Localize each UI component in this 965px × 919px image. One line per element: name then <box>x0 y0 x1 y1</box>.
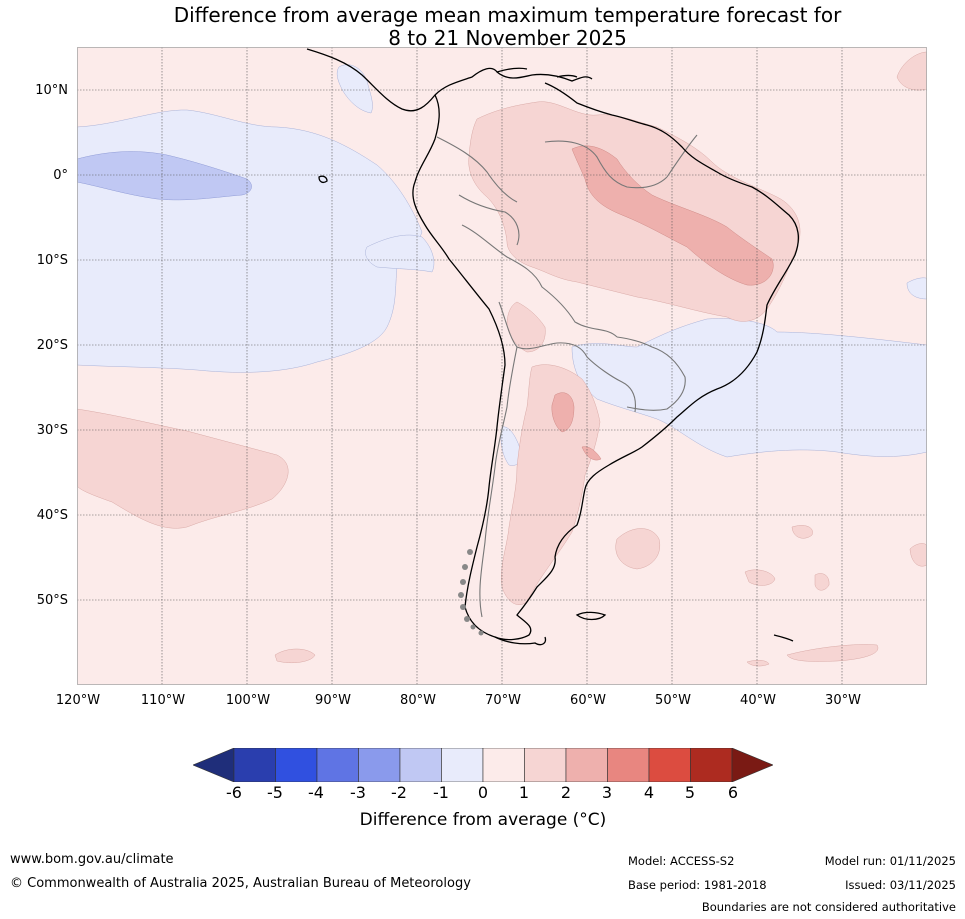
colorbar-tick: 1 <box>518 783 530 802</box>
colorbar-segment <box>648 748 691 782</box>
colorbar-segment <box>399 748 442 782</box>
colorbar-tick: 2 <box>560 783 572 802</box>
lon-label-100w: 100°W <box>225 693 271 708</box>
colorbar-tick: -5 <box>267 783 283 802</box>
warm-anomaly-south-atlantic-4 <box>814 573 830 591</box>
colorbar-segment <box>275 748 318 782</box>
forecast-map <box>77 47 927 685</box>
colorbar-extend-high <box>731 748 773 782</box>
warm-anomaly-drake-passage-2 <box>786 644 879 662</box>
country-borders <box>436 134 698 618</box>
lat-label-10s: 10°S <box>36 253 68 268</box>
base-period: Base period: 1981-2018 <box>628 878 767 892</box>
colorbar-tick: 3 <box>601 783 613 802</box>
colorbar-segment <box>607 748 650 782</box>
warm-anomaly-south-atlantic-3 <box>744 569 776 586</box>
colorbar-tick: 5 <box>684 783 696 802</box>
falkland-islands <box>575 611 607 621</box>
lon-label-40w: 40°W <box>740 693 776 708</box>
warm-anomaly-drake-passage-3 <box>746 660 770 667</box>
colorbar-tick: 6 <box>727 783 739 802</box>
lat-label-30s: 30°S <box>36 423 68 438</box>
website-link[interactable]: www.bom.gov.au/climate <box>10 852 174 867</box>
model-run-date: Model run: 01/11/2025 <box>824 854 956 868</box>
cool-anomaly-southern-brazil-atlantic <box>571 318 927 458</box>
boundaries-disclaimer: Boundaries are not considered authoritat… <box>701 900 956 914</box>
south-america-coast <box>412 82 800 641</box>
colorbar-segment <box>233 748 276 782</box>
lon-label-50w: 50°W <box>655 693 691 708</box>
lon-label-70w: 70°W <box>485 693 521 708</box>
lat-label-50s: 50°S <box>36 593 68 608</box>
colorbar-tick: -1 <box>433 783 449 802</box>
lat-label-40s: 40°S <box>36 508 68 523</box>
graticule <box>77 47 927 685</box>
south-georgia <box>773 634 794 642</box>
colorbar-segment <box>565 748 608 782</box>
lat-label-0: 0° <box>53 168 68 183</box>
copyright-text: © Commonwealth of Australia 2025, Austra… <box>10 876 471 891</box>
lon-label-110w: 110°W <box>140 693 186 708</box>
cool-anomaly-peru-coast <box>365 234 435 273</box>
chilean-archipelago <box>458 549 484 636</box>
galapagos <box>318 175 328 184</box>
colorbar-tick: -4 <box>308 783 324 802</box>
colorbar-tick: 4 <box>643 783 655 802</box>
lon-label-120w: 120°W <box>55 693 101 708</box>
tierra-del-fuego <box>494 636 547 646</box>
cool-anomaly-equatorial-pacific <box>77 151 252 201</box>
lat-label-10n: 10°N <box>35 83 68 98</box>
warm-anomaly-drake-passage-1 <box>274 648 316 663</box>
cool-anomaly-south-atlantic-east <box>906 277 927 300</box>
lon-label-80w: 80°W <box>400 693 436 708</box>
colorbar-label: Difference from average (°C) <box>359 810 607 830</box>
colorbar-segment <box>524 748 567 782</box>
colorbar-tick: -6 <box>226 783 242 802</box>
colorbar-tick: 0 <box>477 783 489 802</box>
colorbar-segment <box>482 748 525 782</box>
colorbar <box>193 748 773 782</box>
colorbar-tick: -3 <box>350 783 366 802</box>
title-line-2: 8 to 21 November 2025 <box>388 26 627 50</box>
colorbar-segment <box>690 748 733 782</box>
colorbar-tick: -2 <box>391 783 407 802</box>
warm-anomaly-south-atlantic-5 <box>909 543 927 567</box>
strong-warm-anomaly-brazil <box>571 145 774 286</box>
strong-warm-anomaly-argentina <box>551 392 575 433</box>
warm-anomaly-southeast-pacific <box>77 408 289 529</box>
warm-anomaly-north-atlantic <box>896 51 927 91</box>
lon-label-30w: 30°W <box>825 693 861 708</box>
issued-date: Issued: 03/11/2025 <box>845 878 956 892</box>
colorbar-segment <box>316 748 359 782</box>
warm-anomaly-south-atlantic-2 <box>791 525 813 539</box>
central-america-coast <box>306 48 593 112</box>
map-title: Difference from average mean maximum tem… <box>0 4 965 50</box>
coastlines <box>306 48 800 646</box>
colorbar-segment <box>358 748 401 782</box>
colorbar-extend-low <box>193 748 235 782</box>
lat-label-20s: 20°S <box>36 338 68 353</box>
warm-anomaly-chaco <box>506 301 546 353</box>
model-name: Model: ACCESS-S2 <box>628 854 735 868</box>
warm-anomaly-south-atlantic-1 <box>615 528 661 570</box>
lon-label-90w: 90°W <box>315 693 351 708</box>
lon-label-60w: 60°W <box>570 693 606 708</box>
colorbar-segment <box>441 748 484 782</box>
caribbean-islands <box>496 67 578 78</box>
title-line-1: Difference from average mean maximum tem… <box>173 3 842 27</box>
